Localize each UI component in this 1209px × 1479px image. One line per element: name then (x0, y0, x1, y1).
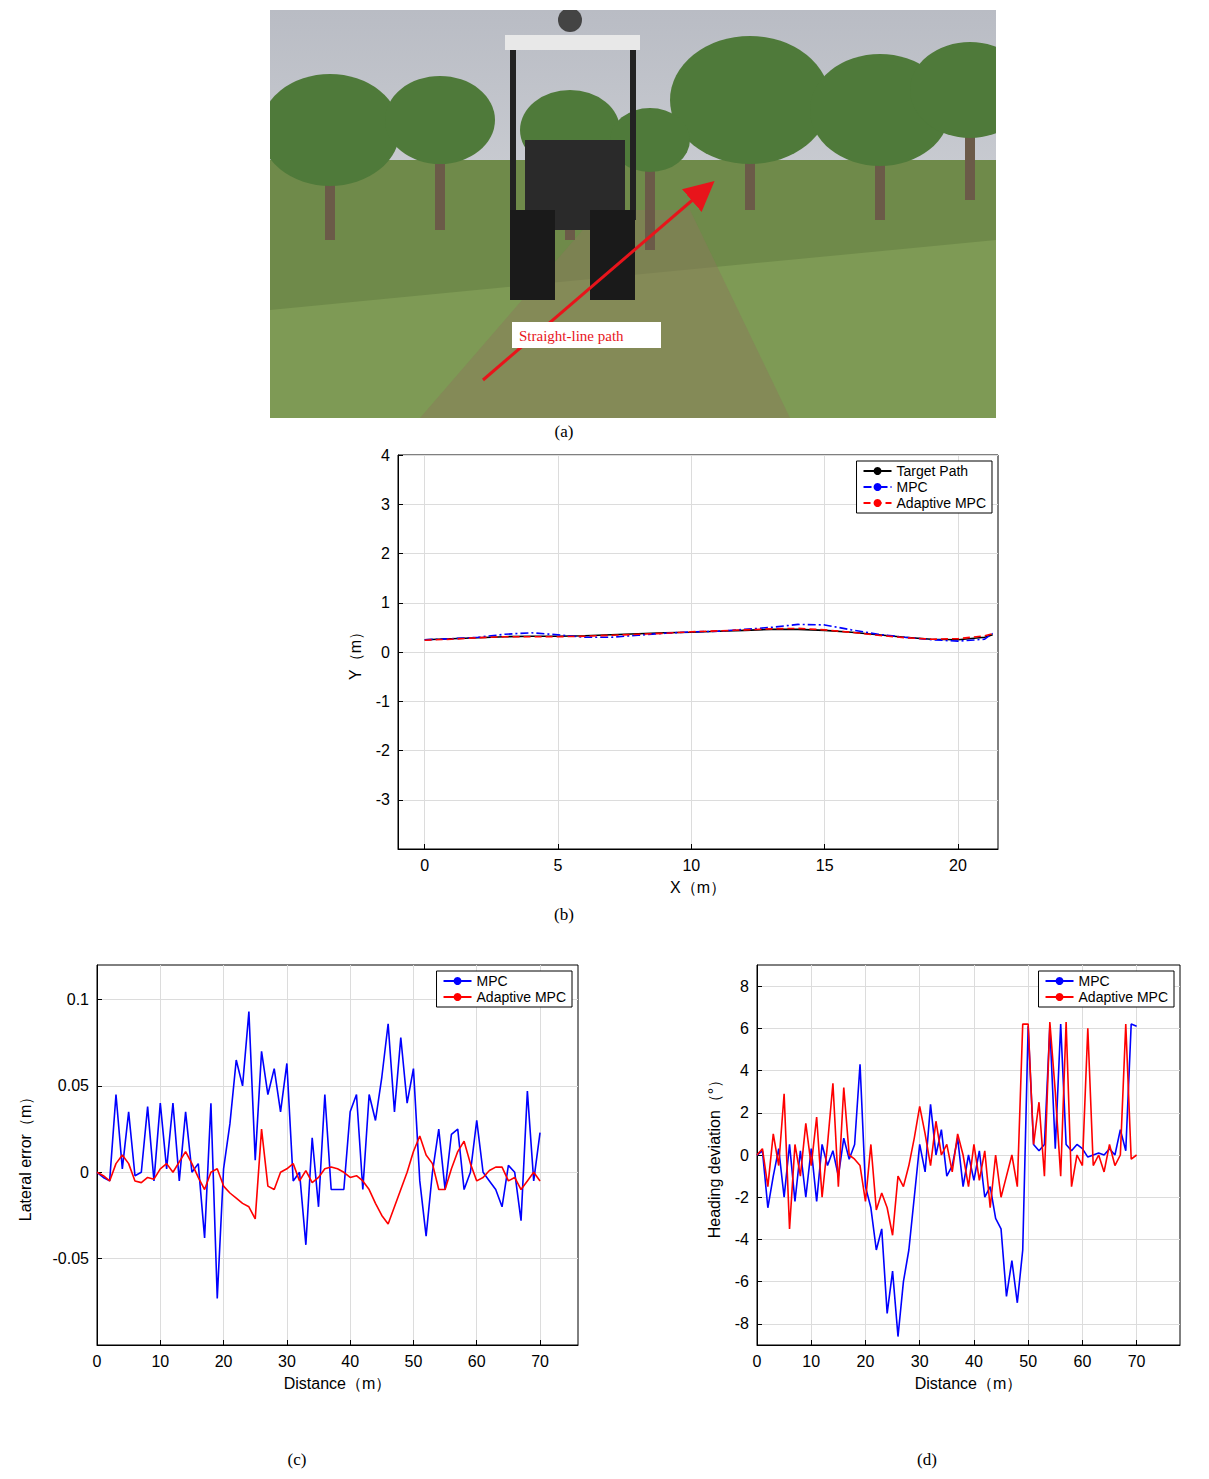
svg-text:0.05: 0.05 (58, 1077, 89, 1094)
svg-text:10: 10 (682, 857, 700, 874)
svg-text:0: 0 (753, 1353, 762, 1370)
svg-text:-8: -8 (735, 1315, 749, 1332)
svg-text:15: 15 (816, 857, 834, 874)
svg-text:-0.05: -0.05 (53, 1250, 90, 1267)
svg-text:-1: -1 (376, 693, 390, 710)
svg-text:-2: -2 (376, 742, 390, 759)
html-text:(c): (c) (287, 1450, 307, 1469)
svg-text:8: 8 (740, 978, 749, 995)
svg-text:5: 5 (554, 857, 563, 874)
svg-text:10: 10 (151, 1353, 169, 1370)
svg-text:2: 2 (740, 1104, 749, 1121)
svg-text:60: 60 (468, 1353, 486, 1370)
svg-text:3: 3 (381, 496, 390, 513)
svg-text:2: 2 (381, 545, 390, 562)
svg-text:20: 20 (949, 857, 967, 874)
svg-text:Distance（m）: Distance（m） (915, 1375, 1023, 1392)
svg-text:70: 70 (1128, 1353, 1146, 1370)
svg-text:-3: -3 (376, 791, 390, 808)
svg-text:0: 0 (93, 1353, 102, 1370)
svg-text:30: 30 (278, 1353, 296, 1370)
svg-text:0: 0 (80, 1164, 89, 1181)
svg-text:MPC: MPC (1079, 973, 1110, 989)
svg-text:Straight-line path: Straight-line path (519, 328, 624, 344)
svg-text:40: 40 (965, 1353, 983, 1370)
svg-text:10: 10 (802, 1353, 820, 1370)
svg-text:-4: -4 (735, 1231, 749, 1248)
html-text:(b): (b) (554, 905, 574, 924)
svg-text:Heading deviation（°）: Heading deviation（°） (706, 1072, 723, 1239)
svg-text:Adaptive MPC: Adaptive MPC (897, 495, 986, 511)
svg-text:X（m）: X（m） (670, 879, 726, 896)
svg-text:20: 20 (857, 1353, 875, 1370)
svg-text:MPC: MPC (897, 479, 928, 495)
svg-text:0: 0 (381, 644, 390, 661)
html-text:(a): (a) (554, 422, 574, 441)
svg-text:1: 1 (381, 594, 390, 611)
svg-text:Distance（m）: Distance（m） (284, 1375, 392, 1392)
svg-text:70: 70 (531, 1353, 549, 1370)
svg-text:6: 6 (740, 1020, 749, 1037)
svg-text:40: 40 (341, 1353, 359, 1370)
svg-text:-6: -6 (735, 1273, 749, 1290)
svg-text:20: 20 (215, 1353, 233, 1370)
svg-text:4: 4 (740, 1062, 749, 1079)
svg-text:0: 0 (740, 1147, 749, 1164)
svg-text:60: 60 (1073, 1353, 1091, 1370)
svg-text:0: 0 (420, 857, 429, 874)
svg-text:MPC: MPC (477, 973, 508, 989)
svg-text:50: 50 (405, 1353, 423, 1370)
svg-text:Y（m）: Y（m） (347, 624, 364, 680)
svg-text:Adaptive MPC: Adaptive MPC (477, 989, 566, 1005)
svg-text:-2: -2 (735, 1189, 749, 1206)
svg-text:4: 4 (381, 447, 390, 464)
svg-text:30: 30 (911, 1353, 929, 1370)
svg-text:Lateral error（m）: Lateral error（m） (17, 1089, 34, 1221)
svg-text:Target Path: Target Path (897, 463, 969, 479)
svg-text:0.1: 0.1 (67, 991, 89, 1008)
svg-text:Adaptive MPC: Adaptive MPC (1079, 989, 1168, 1005)
html-text:(d): (d) (917, 1450, 937, 1469)
svg-text:50: 50 (1019, 1353, 1037, 1370)
